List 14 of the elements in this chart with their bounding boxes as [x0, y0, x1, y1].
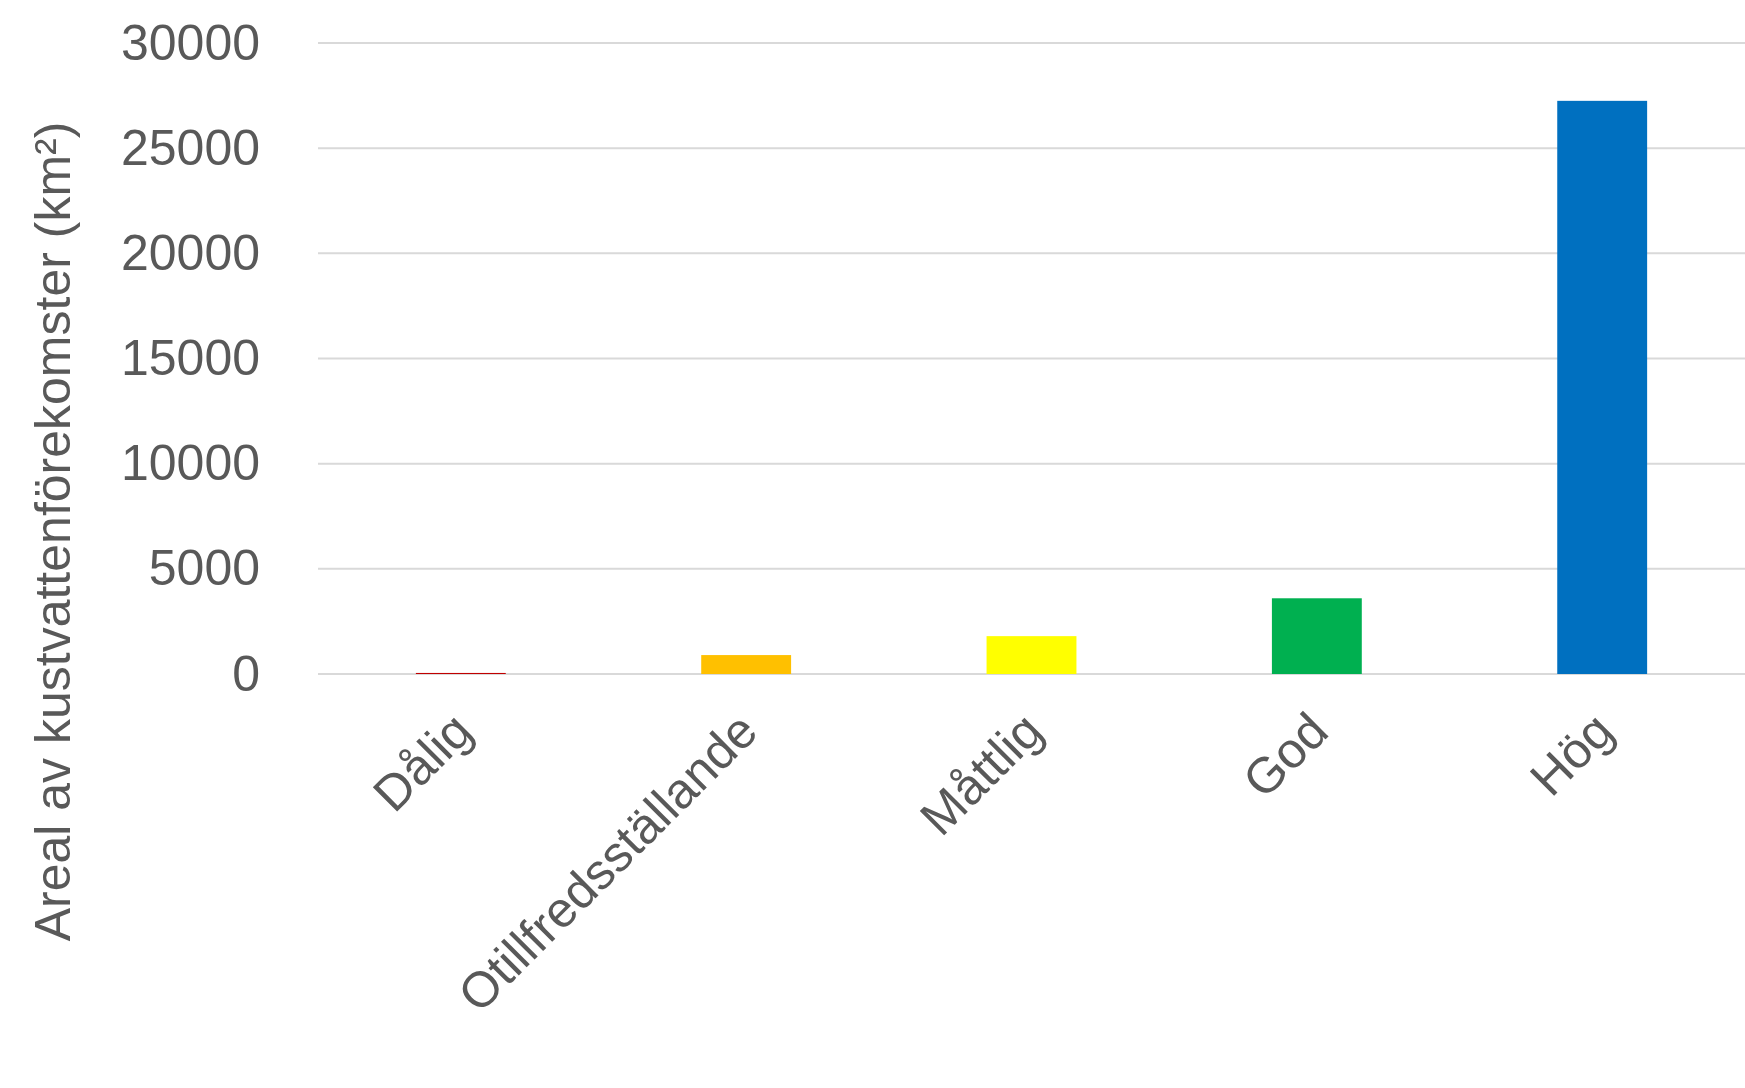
y-tick-label: 15000 [120, 330, 260, 386]
y-tick-label: 20000 [120, 224, 260, 281]
bar [701, 655, 792, 674]
x-tick-label: God [1232, 702, 1339, 809]
y-tick-label: 0 [232, 645, 260, 702]
x-tick-label: Hög [1519, 702, 1624, 807]
y-axis-title: Areal av kustvattenförekomster (km²) [25, 121, 81, 942]
bar [1557, 100, 1648, 674]
bar [986, 636, 1077, 674]
y-tick-label: 30000 [120, 14, 260, 71]
bar [1271, 598, 1362, 674]
y-tick-label: 5000 [148, 540, 260, 597]
y-tick-label: 25000 [120, 119, 260, 176]
y-tick-label: 10000 [120, 435, 260, 492]
